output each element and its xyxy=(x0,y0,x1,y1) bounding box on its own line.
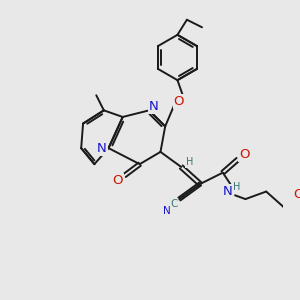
Text: N: N xyxy=(223,185,232,198)
Text: O: O xyxy=(113,174,123,187)
Text: H: H xyxy=(186,157,194,167)
Text: N: N xyxy=(163,206,171,216)
Text: N: N xyxy=(97,142,107,154)
Text: O: O xyxy=(174,95,184,108)
Text: O: O xyxy=(293,188,300,201)
Text: H: H xyxy=(233,182,241,192)
Text: N: N xyxy=(149,100,159,113)
Text: O: O xyxy=(239,148,250,161)
Text: C: C xyxy=(170,199,177,209)
